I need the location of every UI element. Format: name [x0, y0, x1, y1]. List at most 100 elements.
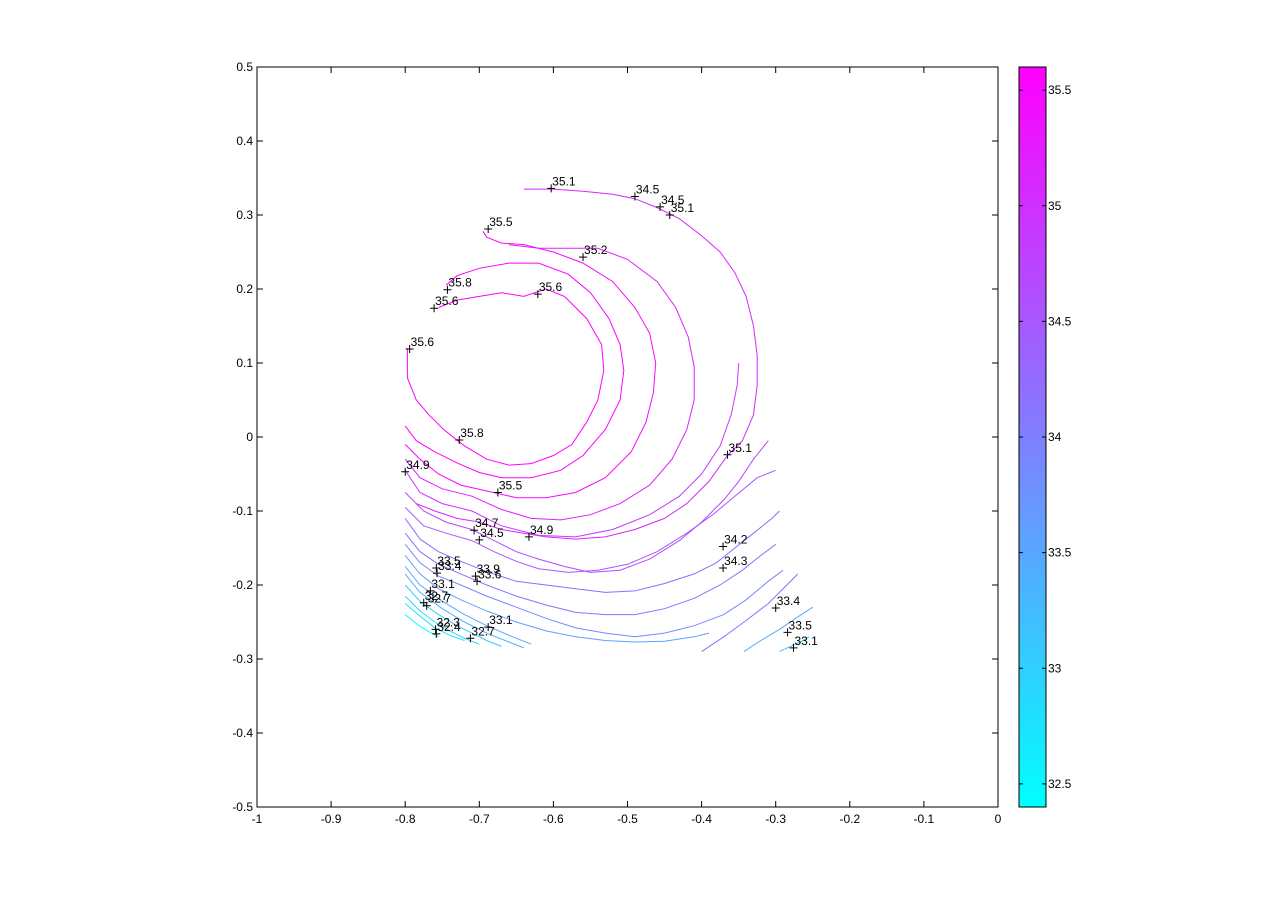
contour-line	[701, 573, 799, 653]
contour-line	[404, 603, 465, 641]
contour-label-marker	[524, 532, 533, 541]
y-tick-label: 0.1	[236, 356, 253, 370]
contour-label: 34.5	[480, 526, 504, 540]
contour-label: 35.5	[499, 479, 523, 493]
contour-label: 32.7	[425, 589, 449, 603]
contour-line	[404, 566, 532, 645]
contour-label: 35.2	[584, 243, 608, 257]
plot-area: 35.134.534.535.135.535.235.8 35.635.635.6…	[232, 60, 1001, 826]
contour-label: 33.1	[794, 634, 818, 648]
x-tick-label: -1	[252, 812, 263, 826]
contour-label: 32.7	[428, 592, 452, 606]
contour-label: 33.5	[789, 618, 813, 632]
contour-label: 33.1	[489, 613, 513, 627]
contour-label-marker	[431, 625, 440, 634]
contour-line	[404, 362, 740, 538]
contour-label: 34.7	[475, 516, 499, 530]
contour-line	[404, 573, 524, 649]
contour-label-marker	[723, 450, 732, 459]
x-tick-label: -0.8	[395, 812, 416, 826]
x-tick-label: -0.3	[765, 812, 786, 826]
contour-label-marker	[656, 202, 665, 211]
y-tick-label: -0.2	[232, 578, 253, 592]
contour-label-marker	[789, 643, 798, 652]
contour-label: 35.1	[729, 441, 753, 455]
colorbar-tick-label: 34	[1048, 430, 1062, 444]
contour-label: 35.5	[489, 215, 513, 229]
contour-label: 32.7	[471, 624, 495, 638]
contour-line	[404, 543, 784, 638]
contour-line	[743, 606, 814, 653]
contour-label-marker	[473, 577, 482, 586]
x-tick-label: -0.5	[617, 812, 638, 826]
contour-labels: 35.134.534.535.135.535.235.8 35.635.635.6…	[401, 174, 818, 652]
colorbar-gradient	[1018, 66, 1047, 808]
y-tick-label: -0.4	[232, 726, 253, 740]
y-tick-label: -0.5	[232, 800, 253, 814]
contour-label: 35.6	[435, 294, 459, 308]
contour-label-marker	[466, 634, 475, 643]
contour-label: 32.4	[437, 620, 461, 634]
contour-label-marker	[484, 623, 493, 632]
y-tick-label: -0.1	[232, 504, 253, 518]
colorbar-tick-label: 34.5	[1048, 314, 1072, 328]
axes-frame	[256, 66, 999, 808]
x-tick-label: -0.6	[543, 812, 564, 826]
contour-label: 35.1	[671, 201, 695, 215]
contour-label: 34.9	[406, 458, 430, 472]
contour-label: 34.9	[530, 523, 554, 537]
contour-label-marker	[401, 467, 410, 476]
x-tick-label: -0.4	[691, 812, 712, 826]
x-tick-label: -0.2	[839, 812, 860, 826]
contour-label: 33.4	[777, 594, 801, 608]
contour-label-marker	[665, 211, 674, 219]
contour-label: 33.6	[478, 567, 502, 581]
contour-label-marker	[432, 563, 441, 572]
contour-label-marker	[547, 184, 556, 193]
contour-line	[779, 636, 810, 653]
colorbar-tick-label: 32.5	[1048, 777, 1072, 791]
contour-label: 35.8	[448, 276, 472, 290]
contour-line	[404, 532, 777, 616]
contour-line	[404, 510, 780, 593]
contour-label: 35.8	[460, 426, 484, 440]
contour-label-marker	[443, 285, 452, 294]
contour-label-marker	[430, 304, 439, 313]
contour-label: 34.5	[636, 183, 660, 197]
x-tick-label: 0	[995, 812, 1002, 826]
contour-line	[416, 188, 758, 540]
contour-label-marker	[432, 629, 441, 638]
contour-line	[404, 262, 625, 479]
contour-label-marker	[771, 603, 780, 612]
contour-line	[404, 555, 710, 643]
colorbar-tick-label: 33.5	[1048, 546, 1072, 560]
contour-lines	[404, 188, 814, 653]
contour-label-marker	[426, 586, 435, 595]
y-tick-label: 0	[246, 430, 253, 444]
contour-label-marker	[630, 192, 639, 201]
colorbar: 35.5 35 34.5 34 33.5 33 32.5	[1018, 66, 1072, 808]
contour-label-marker	[475, 535, 484, 544]
contour-label-marker	[783, 628, 792, 637]
contour-label: 34.3	[724, 554, 748, 568]
contour-label: 35.6	[539, 280, 563, 294]
contour-label: 32.3	[437, 615, 461, 629]
contour-label: 33.1	[431, 577, 455, 591]
y-tick-label: 0.5	[236, 60, 253, 74]
contour-line	[404, 584, 502, 647]
x-tick-label: -0.7	[469, 812, 490, 826]
y-tick-label: 0.4	[236, 134, 253, 148]
contour-line	[404, 440, 769, 573]
contour-label-marker	[433, 569, 442, 578]
contour-label-marker	[455, 435, 464, 444]
contour-label-marker	[484, 225, 493, 234]
y-tick-label: 0.2	[236, 282, 253, 296]
contour-label: 35.1	[552, 174, 576, 188]
contour-label-marker	[471, 572, 480, 581]
contour-label: 33.9	[477, 562, 501, 576]
x-axis: -1 -0.9 -0.8 -0.7 -0.6 -0.5 -0.4 -0.3 -0.2 -0.1 0	[252, 67, 1002, 826]
contour-label-marker	[493, 488, 502, 497]
contour-label-marker	[533, 290, 542, 299]
x-tick-label: -0.9	[321, 812, 342, 826]
